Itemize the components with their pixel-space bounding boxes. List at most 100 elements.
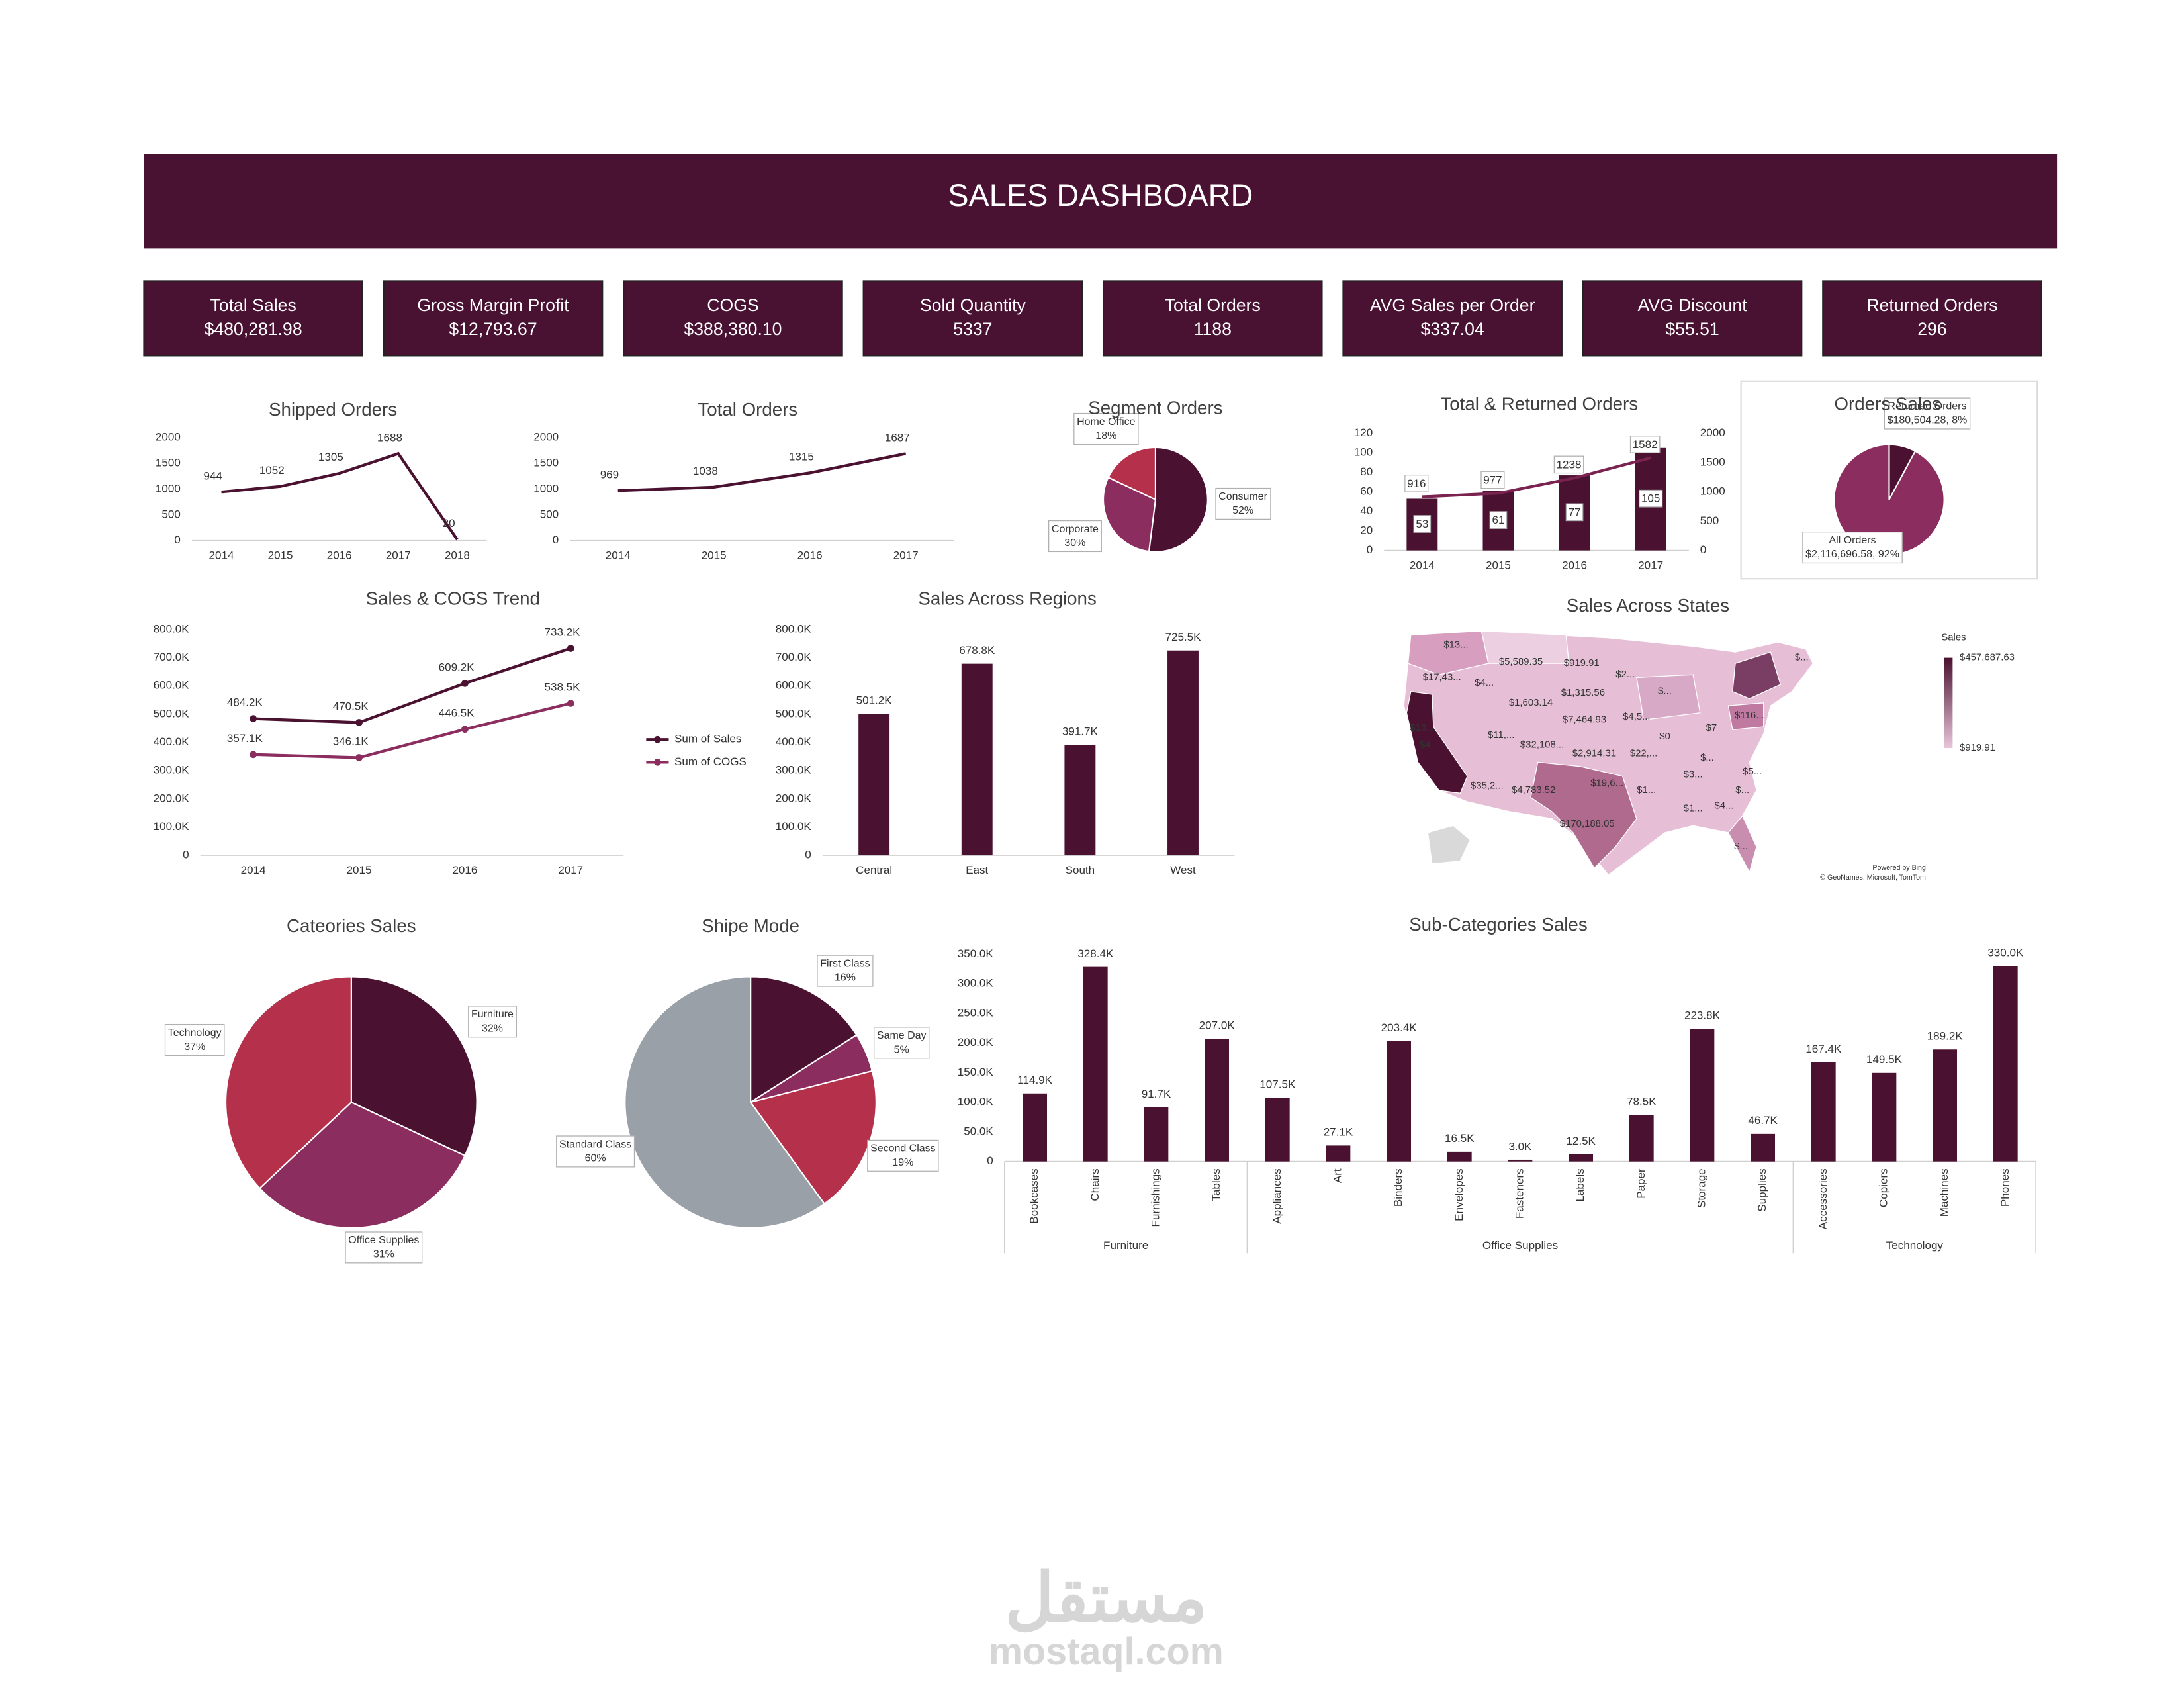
data-label: 16.5K <box>1445 1132 1475 1145</box>
bar <box>1993 966 2018 1162</box>
x-tick-label: 2017 <box>893 549 919 562</box>
pie-label: All Orders <box>1829 535 1876 546</box>
data-label: 114.9K <box>1017 1074 1052 1086</box>
chart-title: Orders Sales <box>1834 393 1941 414</box>
state-label: $1... <box>1637 784 1656 796</box>
label-box <box>1884 397 1971 430</box>
series-line <box>617 452 907 492</box>
data-label: 484.2K <box>227 696 263 709</box>
bar <box>858 714 890 856</box>
y-tick-label: 200.0K <box>776 792 812 804</box>
group-label: Furniture <box>1103 1239 1148 1252</box>
x-tick-label: 2017 <box>386 549 411 562</box>
data-label: 357.1K <box>227 732 263 745</box>
x-tick-label: Accessories <box>1817 1168 1829 1229</box>
kpi-value: $55.51 <box>1665 319 1719 339</box>
x-tick-label: Copiers <box>1877 1168 1889 1207</box>
label-box <box>1480 471 1505 489</box>
x-tick-label: 2015 <box>268 549 293 562</box>
pie-label: 52% <box>1232 505 1253 516</box>
chart-title: Sales Across States <box>1567 595 1729 616</box>
bar <box>1751 1133 1775 1162</box>
y-tick-label: 100 <box>1354 446 1373 459</box>
kpi-card <box>1822 280 2042 357</box>
state-label: $4,783.52 <box>1512 784 1555 796</box>
data-label: 977 <box>1483 473 1502 486</box>
y-tick-label: 100.0K <box>154 820 190 833</box>
pie-label: 30% <box>1064 538 1085 549</box>
y-tick-label: 500 <box>1700 514 1719 527</box>
data-label: 346.1K <box>333 735 369 748</box>
pie-label: Corporate <box>1052 524 1099 535</box>
y-tick-label: 40 <box>1360 504 1373 517</box>
bar <box>1167 650 1199 856</box>
pie-label: Furniture <box>471 1009 514 1020</box>
state-label: $... <box>1700 752 1714 763</box>
state-label: $19,6... <box>1590 777 1623 788</box>
state-label: $116... <box>1735 710 1764 721</box>
data-label: 203.4K <box>1381 1021 1418 1034</box>
bar <box>1064 745 1096 856</box>
map-state <box>1406 691 1468 794</box>
x-tick-label: 2017 <box>558 864 583 876</box>
kpi-value: $480,281.98 <box>205 319 302 339</box>
legend-label: Sum of COGS <box>674 755 747 768</box>
data-label: 538.5K <box>544 681 580 694</box>
pie-label: Consumer <box>1218 491 1267 502</box>
chart-frame <box>1740 380 2038 580</box>
y-tick-label: 80 <box>1360 465 1373 478</box>
series-line <box>253 647 571 724</box>
state-label: $4... <box>1420 739 1439 751</box>
x-tick-label: Supplies <box>1756 1168 1768 1211</box>
x-tick-label: East <box>966 864 988 876</box>
data-label: 223.8K <box>1684 1009 1721 1022</box>
label-box <box>468 1006 517 1038</box>
chart-title: Sales & COGS Trend <box>366 588 540 609</box>
bar <box>1023 1093 1047 1162</box>
y-tick-label: 800.0K <box>154 622 190 635</box>
x-tick-label: Appliances <box>1271 1168 1283 1223</box>
map-state <box>1727 702 1764 731</box>
bar <box>1872 1072 1897 1162</box>
point <box>567 700 574 707</box>
label-box <box>1215 487 1271 520</box>
y-tick-label: 200.0K <box>154 792 190 804</box>
y-tick-label: 60 <box>1360 485 1373 498</box>
x-tick-label: South <box>1066 864 1095 876</box>
y-tick-label: 700.0K <box>154 651 190 663</box>
bar <box>1811 1062 1836 1162</box>
colorbar-label: $919.91 <box>1960 742 1995 753</box>
data-label: 77 <box>1569 506 1581 518</box>
kpi-value: $12,793.67 <box>449 319 537 339</box>
x-tick-label: Storage <box>1695 1168 1707 1208</box>
data-label: 78.5K <box>1627 1096 1657 1108</box>
kpi-label: Total Orders <box>1165 295 1261 315</box>
x-tick-label: Binders <box>1392 1168 1404 1207</box>
dashboard-title: SALES DASHBOARD <box>948 178 1253 212</box>
kpi-label: Returned Orders <box>1866 295 1997 315</box>
kpi-value: 1188 <box>1194 319 1232 339</box>
data-label: 107.5K <box>1259 1078 1296 1091</box>
label-box <box>1413 515 1432 533</box>
data-label: 446.5K <box>439 707 475 720</box>
data-label: 733.2K <box>544 626 580 639</box>
y-tick-label: 500 <box>161 508 180 520</box>
title-banner <box>144 154 2058 249</box>
x-tick-label: West <box>1170 864 1196 876</box>
point <box>355 719 363 726</box>
state-label: $13... <box>1443 639 1468 650</box>
x-tick-label: 2016 <box>1562 559 1587 572</box>
state-label: $1... <box>1684 803 1703 814</box>
x-tick-label: Fasteners <box>1513 1168 1525 1219</box>
chart-title: Segment Orders <box>1088 398 1222 418</box>
data-label: 470.5K <box>333 700 369 713</box>
kpi-card <box>862 280 1083 357</box>
label-box <box>874 1027 930 1059</box>
y-tick-label: 250.0K <box>958 1006 994 1019</box>
data-label: 61 <box>1492 514 1504 526</box>
pie-label: 18% <box>1095 430 1116 442</box>
map-state <box>1636 674 1701 721</box>
state-label: $4... <box>1475 677 1494 688</box>
x-tick-label: Chairs <box>1089 1168 1101 1201</box>
data-label: 678.8K <box>959 644 995 657</box>
